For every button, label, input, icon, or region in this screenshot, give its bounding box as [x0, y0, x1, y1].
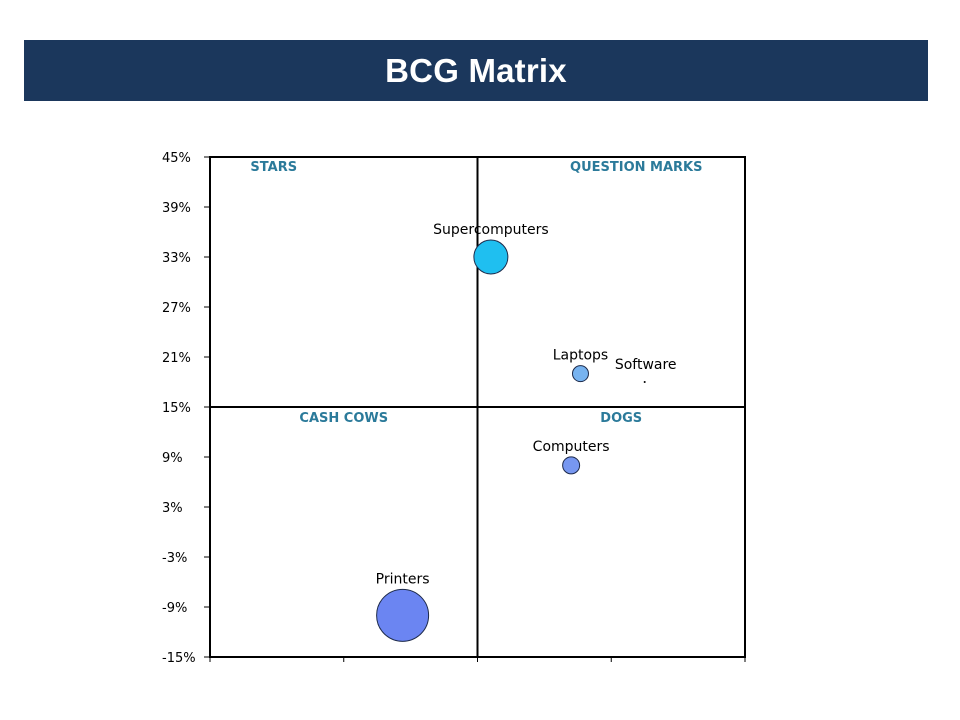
y-tick-label: -9% [162, 601, 187, 616]
bubble-label-computers: Computers [533, 439, 610, 455]
y-tick-label: 15% [162, 401, 191, 416]
y-tick-label: 33% [162, 251, 191, 266]
y-tick-label: 3% [162, 501, 183, 516]
y-tick-label: -3% [162, 551, 187, 566]
quadrant-label-question-marks: QUESTION MARKS [570, 160, 702, 175]
bubble-label-printers: Printers [376, 571, 430, 587]
slide-title: BCG Matrix [385, 51, 567, 89]
bubble-label-laptops: Laptops [553, 348, 609, 364]
y-tick-label: 21% [162, 351, 191, 366]
bubble-label-supercomputers: Supercomputers [433, 222, 549, 238]
y-tick-label: 45% [162, 151, 191, 166]
y-tick-label: 27% [162, 301, 191, 316]
y-tick-label: 9% [162, 451, 183, 466]
y-tick-label: -15% [162, 651, 196, 666]
bubble-label-software: Software [615, 357, 677, 373]
title-bar: BCG Matrix [24, 40, 928, 101]
bubble-supercomputers [473, 239, 509, 275]
bubble-printers [376, 588, 430, 642]
y-tick-label: 39% [162, 201, 191, 216]
quadrant-label-stars: STARS [250, 160, 297, 175]
bubble-software [643, 381, 646, 383]
bubble-laptops [571, 365, 589, 383]
quadrant-label-dogs: DOGS [600, 411, 642, 426]
bubble-computers [562, 456, 581, 475]
quadrant-label-cash-cows: CASH COWS [299, 411, 388, 426]
